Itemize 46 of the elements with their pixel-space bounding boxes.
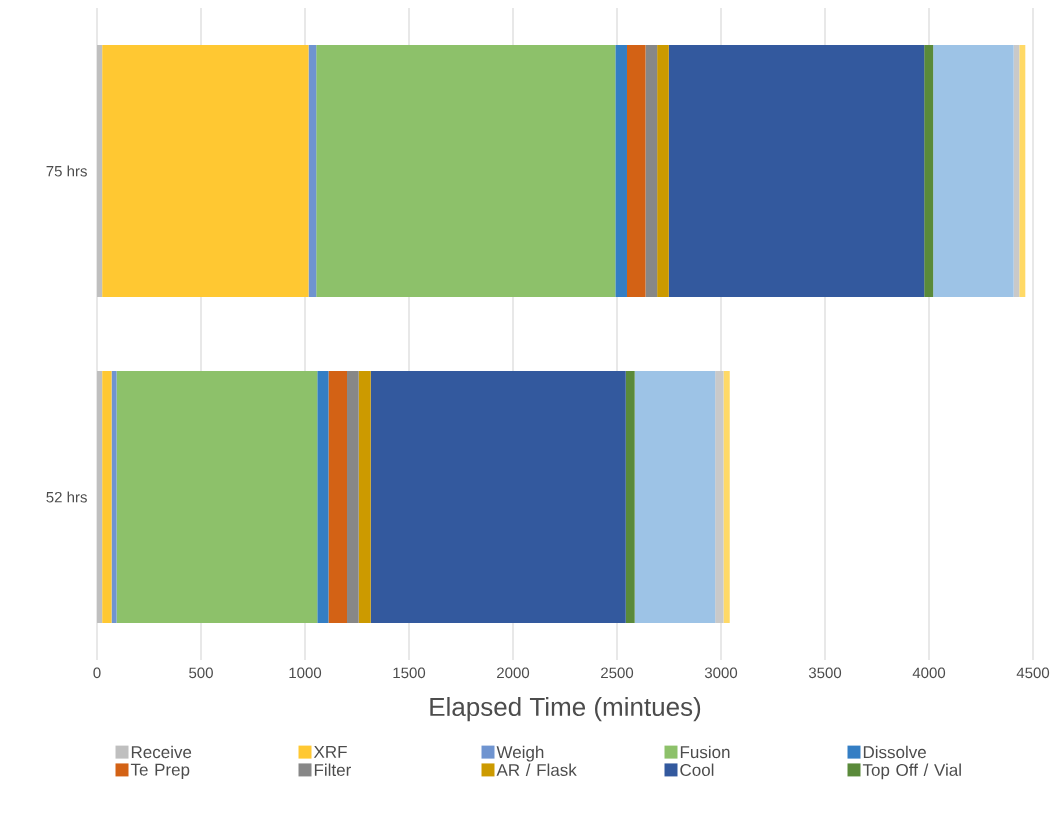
bar — [723, 371, 730, 623]
bar — [317, 371, 329, 623]
x-tick-label: 3000 — [704, 667, 738, 679]
legend-label: Filter — [314, 763, 351, 777]
x-tick-label: 1500 — [393, 667, 426, 679]
bar — [347, 371, 359, 623]
y-tick-label: 75 hrs — [46, 165, 87, 177]
legend-label: Fusion — [680, 745, 730, 759]
x-tick-label: 1000 — [289, 667, 322, 679]
legend-label: Te Prep — [130, 763, 190, 780]
bar — [328, 371, 348, 623]
legend-label: XRF — [313, 746, 347, 758]
bar — [625, 371, 635, 623]
legend-label: Top Off / Vial — [862, 763, 961, 780]
bar — [615, 45, 627, 297]
legend-label: AR / Flask — [496, 763, 577, 777]
bar — [626, 45, 646, 297]
bar — [102, 371, 112, 623]
x-tick-label: 4000 — [912, 667, 946, 679]
x-tick-label: 2000 — [497, 667, 530, 679]
legend-label: Receive — [131, 745, 192, 759]
bar — [715, 371, 724, 623]
bar — [308, 45, 317, 297]
bar — [1019, 45, 1026, 297]
bar — [111, 371, 117, 623]
bar — [634, 371, 716, 623]
x-tick-label: 3500 — [808, 667, 842, 679]
legend-label: Dissolve — [863, 745, 926, 759]
x-axis-title: Elapsed Time (mintues) — [430, 697, 701, 722]
bar — [924, 45, 934, 297]
bar — [668, 45, 925, 297]
x-tick-label: 500 — [189, 667, 213, 679]
bar — [645, 45, 658, 297]
y-tick-label: 52 hrs — [46, 491, 87, 503]
bar — [116, 371, 318, 623]
bar — [316, 45, 616, 297]
bar — [358, 371, 371, 623]
x-tick-label: 0 — [93, 667, 101, 679]
bar — [370, 371, 626, 623]
bar — [933, 45, 1014, 297]
x-tick-label: 4500 — [1016, 667, 1050, 679]
legend-label: Weigh — [496, 745, 544, 762]
bar — [657, 45, 669, 297]
legend-label: Cool — [680, 763, 714, 777]
bar — [102, 45, 309, 297]
x-tick-label: 2500 — [601, 667, 634, 679]
